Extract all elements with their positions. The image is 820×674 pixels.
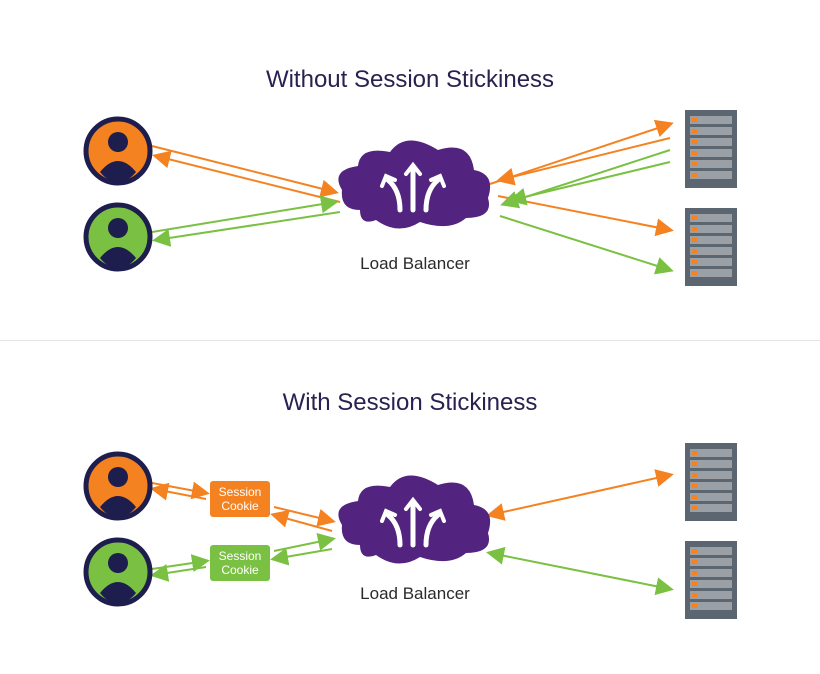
- server-icon: [685, 110, 737, 188]
- diagram-top: [0, 110, 820, 310]
- panel-without-stickiness: Without Session Stickiness: [0, 0, 820, 340]
- server-icon: [685, 208, 737, 286]
- arrow: [490, 553, 670, 589]
- arrow: [512, 162, 670, 200]
- arrow: [498, 196, 670, 230]
- arrow: [274, 507, 332, 521]
- server-icon: [685, 443, 737, 521]
- panel-with-stickiness: With Session Stickiness: [0, 355, 820, 674]
- user-icon-orange: [86, 454, 150, 518]
- server-icon: [685, 541, 737, 619]
- arrow: [152, 146, 335, 192]
- load-balancer-label: Load Balancer: [340, 584, 490, 604]
- load-balancer-icon: [338, 475, 490, 563]
- user-icon-orange: [86, 119, 150, 183]
- arrow: [274, 539, 332, 551]
- arrow: [490, 475, 670, 515]
- load-balancer-label: Load Balancer: [340, 254, 490, 274]
- arrow: [274, 549, 332, 559]
- svg-text:Session: Session: [219, 549, 262, 563]
- svg-text:Cookie: Cookie: [221, 563, 259, 577]
- divider: [0, 340, 820, 341]
- user-icon-green: [86, 540, 150, 604]
- title-bottom: With Session Stickiness: [0, 389, 820, 417]
- arrow: [152, 483, 206, 493]
- diagram-bottom: Session Cookie Session Cookie: [0, 437, 820, 637]
- svg-text:Cookie: Cookie: [221, 499, 259, 513]
- user-icon-green: [86, 205, 150, 269]
- session-cookie-orange: Session Cookie: [210, 481, 270, 517]
- arrow: [154, 489, 206, 499]
- arrow: [156, 156, 340, 202]
- arrow: [274, 515, 332, 531]
- svg-text:Session: Session: [219, 485, 262, 499]
- title-top: Without Session Stickiness: [0, 66, 820, 94]
- load-balancer-icon: [338, 140, 490, 228]
- session-cookie-green: Session Cookie: [210, 545, 270, 581]
